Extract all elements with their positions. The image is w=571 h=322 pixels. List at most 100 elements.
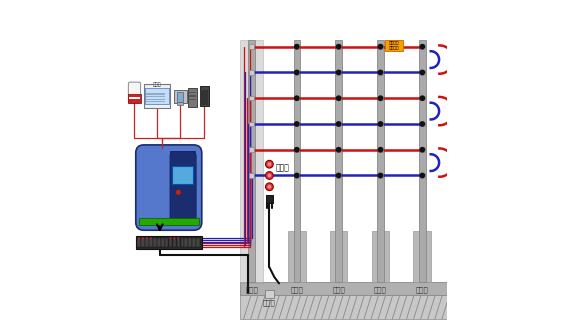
Circle shape xyxy=(150,237,152,239)
Circle shape xyxy=(377,70,383,75)
Circle shape xyxy=(336,70,341,75)
FancyBboxPatch shape xyxy=(146,93,165,95)
FancyBboxPatch shape xyxy=(188,92,196,93)
Text: 终端杆: 终端杆 xyxy=(416,287,429,293)
FancyBboxPatch shape xyxy=(294,122,299,126)
FancyBboxPatch shape xyxy=(420,70,425,75)
FancyBboxPatch shape xyxy=(144,84,170,108)
FancyBboxPatch shape xyxy=(170,151,196,224)
FancyBboxPatch shape xyxy=(413,231,431,282)
FancyBboxPatch shape xyxy=(192,238,196,247)
FancyBboxPatch shape xyxy=(176,238,180,247)
FancyBboxPatch shape xyxy=(249,147,254,152)
Text: 接地庄: 接地庄 xyxy=(263,299,276,306)
FancyBboxPatch shape xyxy=(138,238,141,247)
Circle shape xyxy=(267,162,271,166)
FancyBboxPatch shape xyxy=(249,173,254,178)
FancyBboxPatch shape xyxy=(420,173,425,178)
FancyBboxPatch shape xyxy=(378,44,383,49)
FancyBboxPatch shape xyxy=(336,173,341,178)
Circle shape xyxy=(336,147,341,153)
Circle shape xyxy=(336,44,341,50)
Circle shape xyxy=(294,44,300,50)
Circle shape xyxy=(294,70,300,75)
FancyBboxPatch shape xyxy=(128,94,140,103)
FancyBboxPatch shape xyxy=(174,90,187,103)
FancyBboxPatch shape xyxy=(248,40,255,282)
FancyBboxPatch shape xyxy=(136,236,202,249)
FancyBboxPatch shape xyxy=(294,44,299,49)
FancyBboxPatch shape xyxy=(240,282,447,295)
FancyBboxPatch shape xyxy=(249,44,254,49)
FancyBboxPatch shape xyxy=(188,238,192,247)
Circle shape xyxy=(377,173,383,178)
FancyBboxPatch shape xyxy=(294,147,299,152)
FancyBboxPatch shape xyxy=(336,96,341,100)
FancyBboxPatch shape xyxy=(188,95,196,97)
FancyBboxPatch shape xyxy=(149,238,153,247)
Circle shape xyxy=(377,95,383,101)
FancyBboxPatch shape xyxy=(145,238,149,247)
Circle shape xyxy=(336,121,341,127)
FancyBboxPatch shape xyxy=(420,44,425,49)
FancyBboxPatch shape xyxy=(177,92,183,102)
FancyBboxPatch shape xyxy=(146,96,165,97)
FancyBboxPatch shape xyxy=(420,96,425,100)
FancyBboxPatch shape xyxy=(172,166,193,184)
FancyBboxPatch shape xyxy=(249,70,254,75)
FancyBboxPatch shape xyxy=(165,238,168,247)
FancyBboxPatch shape xyxy=(266,195,274,203)
FancyBboxPatch shape xyxy=(153,238,156,247)
FancyBboxPatch shape xyxy=(336,122,341,126)
Circle shape xyxy=(266,183,274,191)
Circle shape xyxy=(174,237,175,239)
Text: 避雷器: 避雷器 xyxy=(275,163,289,172)
FancyBboxPatch shape xyxy=(378,96,383,100)
FancyBboxPatch shape xyxy=(293,40,300,282)
Circle shape xyxy=(266,160,274,168)
FancyBboxPatch shape xyxy=(420,122,425,126)
FancyBboxPatch shape xyxy=(335,40,342,282)
FancyBboxPatch shape xyxy=(169,238,172,247)
FancyBboxPatch shape xyxy=(294,70,299,75)
FancyBboxPatch shape xyxy=(188,99,196,100)
FancyBboxPatch shape xyxy=(180,238,184,247)
Text: 中间杆: 中间杆 xyxy=(374,287,387,293)
Text: 高压危险
禁止攀爪: 高压危险 禁止攀爪 xyxy=(389,41,400,50)
FancyBboxPatch shape xyxy=(128,82,140,103)
Circle shape xyxy=(420,121,425,127)
Circle shape xyxy=(377,44,383,50)
FancyBboxPatch shape xyxy=(161,238,164,247)
FancyBboxPatch shape xyxy=(385,40,403,51)
Circle shape xyxy=(294,147,300,153)
FancyBboxPatch shape xyxy=(146,101,165,102)
Circle shape xyxy=(377,121,383,127)
FancyBboxPatch shape xyxy=(129,97,140,99)
Circle shape xyxy=(142,237,144,239)
FancyBboxPatch shape xyxy=(170,151,196,224)
FancyBboxPatch shape xyxy=(330,231,348,282)
Circle shape xyxy=(177,237,179,239)
FancyBboxPatch shape xyxy=(294,173,299,178)
Circle shape xyxy=(138,237,140,239)
FancyBboxPatch shape xyxy=(172,238,176,247)
Circle shape xyxy=(336,173,341,178)
FancyBboxPatch shape xyxy=(372,231,389,282)
FancyBboxPatch shape xyxy=(145,88,169,104)
Text: 终端杆: 终端杆 xyxy=(332,287,345,293)
Text: 中间杆: 中间杆 xyxy=(291,287,303,293)
FancyBboxPatch shape xyxy=(419,40,425,282)
Circle shape xyxy=(294,173,300,178)
Circle shape xyxy=(420,173,425,178)
FancyBboxPatch shape xyxy=(378,147,383,152)
Text: 控制器: 控制器 xyxy=(152,82,162,87)
FancyBboxPatch shape xyxy=(378,70,383,75)
FancyBboxPatch shape xyxy=(264,290,274,298)
FancyBboxPatch shape xyxy=(336,70,341,75)
FancyBboxPatch shape xyxy=(146,99,165,100)
FancyBboxPatch shape xyxy=(377,40,384,282)
Circle shape xyxy=(420,95,425,101)
FancyBboxPatch shape xyxy=(157,238,160,247)
FancyBboxPatch shape xyxy=(188,88,197,107)
Circle shape xyxy=(294,95,300,101)
